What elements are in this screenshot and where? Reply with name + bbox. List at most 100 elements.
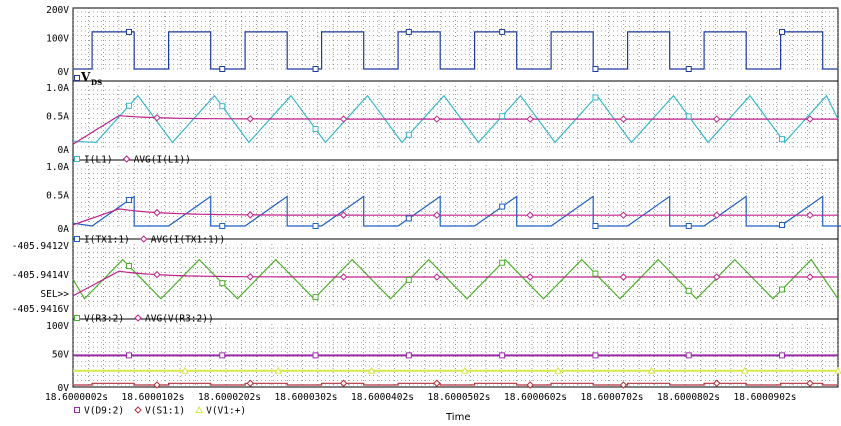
trace-marker	[806, 273, 814, 281]
y-tick-label: -405.9412V	[12, 241, 69, 252]
trace-marker	[592, 94, 599, 101]
trace-marker	[367, 366, 376, 374]
legend-label: AVG(I(L1))	[134, 155, 191, 166]
trace-marker	[125, 352, 132, 359]
legend-marker	[74, 236, 80, 242]
trace-marker	[526, 381, 534, 389]
trace-marker	[153, 270, 161, 279]
trace-marker	[713, 115, 721, 123]
trace-marker	[125, 102, 132, 109]
trace-marker	[592, 352, 599, 359]
trace-marker	[433, 273, 441, 281]
y-tick-label: 0.5A	[46, 191, 69, 202]
y-tick-label: 0A	[58, 145, 70, 156]
trace-marker	[806, 115, 814, 123]
y-tick-label: 0V	[58, 383, 70, 394]
x-tick-label: 18.6000302s	[275, 392, 338, 403]
vds-annotation-subscript: DS	[91, 78, 102, 87]
x-tick-label: 18.6000702s	[581, 392, 644, 403]
legend-marker	[74, 75, 80, 81]
y-tick-label: 0V	[58, 67, 70, 78]
trace-marker	[592, 223, 599, 229]
trace-marker	[834, 366, 841, 374]
trace-marker	[153, 208, 161, 217]
legend-marker	[195, 405, 203, 413]
y-tick-label: -405.9416V	[12, 304, 69, 315]
trace-marker	[685, 113, 692, 120]
trace-marker	[685, 223, 692, 229]
trace-marker	[125, 197, 132, 204]
legend-marker	[74, 407, 80, 413]
x-axis-title: Time	[445, 412, 470, 423]
legend-label: V(D9:2)	[84, 406, 124, 417]
x-tick-label: 18.6000002s	[45, 392, 108, 403]
trace-marker	[219, 352, 226, 359]
trace-marker	[339, 273, 348, 281]
legend-marker	[122, 155, 131, 163]
x-tick-label: 18.6000602s	[504, 392, 567, 403]
trace-marker	[219, 223, 226, 229]
trace-marker	[405, 215, 412, 222]
trace-marker	[246, 211, 254, 219]
trace-marker	[779, 352, 786, 359]
legend-label: V(V1:+)	[206, 406, 246, 417]
trace-marker	[619, 115, 628, 123]
trace-marker	[433, 115, 441, 123]
legend-marker	[74, 156, 80, 162]
trace-marker	[312, 66, 319, 72]
trace-marker	[339, 379, 348, 387]
y-tick-label: -405.9414V	[12, 270, 69, 281]
trace-marker	[219, 103, 226, 110]
trace-marker	[181, 366, 189, 374]
trace-avg-i-tx1-1-	[72, 208, 838, 226]
y-tick-label: 100V	[46, 34, 69, 45]
legend-label: AVG(V(R3:2))	[145, 314, 214, 325]
trace-marker	[526, 211, 534, 219]
y-tick-label: 0A	[58, 224, 70, 235]
trace-avg-i-l1-	[72, 115, 838, 145]
sel-marker-label: SEL>>	[40, 289, 69, 300]
x-tick-label: 18.6000202s	[198, 392, 261, 403]
y-tick-label: 100V	[46, 321, 69, 332]
trace-marker	[499, 28, 506, 35]
x-tick-label: 18.6000402s	[351, 392, 414, 403]
trace-v-ds	[73, 31, 838, 70]
trace-marker	[685, 66, 692, 72]
trace-marker	[526, 273, 534, 281]
y-tick-label: 50V	[52, 350, 69, 361]
legend-label: V(S1:1)	[145, 406, 185, 417]
trace-marker	[219, 280, 226, 287]
trace-marker	[219, 66, 226, 72]
x-tick-label: 18.6000802s	[657, 392, 720, 403]
legend-label: AVG(I(TX1:1))	[151, 235, 225, 246]
trace-marker	[779, 222, 786, 229]
legend-label: V(R3:2)	[84, 314, 124, 325]
trace-marker	[312, 126, 319, 133]
trace-marker	[647, 366, 656, 374]
trace-marker	[246, 379, 254, 387]
trace-marker	[433, 211, 441, 219]
trace-marker	[779, 28, 786, 35]
legend-marker	[140, 235, 148, 243]
trace-marker	[339, 211, 348, 219]
trace-marker	[685, 287, 692, 294]
x-tick-label: 18.6000502s	[428, 392, 491, 403]
legend-marker	[134, 314, 142, 322]
trace-marker	[433, 379, 441, 387]
trace-v-s1-1-	[73, 382, 838, 386]
trace-marker	[312, 223, 319, 229]
trace-marker	[405, 352, 412, 359]
y-tick-label: 0.5A	[46, 112, 69, 123]
trace-marker	[125, 28, 132, 35]
trace-marker	[246, 273, 254, 281]
trace-marker	[312, 352, 319, 359]
trace-marker	[713, 273, 721, 281]
trace-marker	[713, 379, 721, 387]
trace-marker	[740, 366, 749, 374]
trace-marker	[499, 113, 506, 120]
trace-marker	[685, 352, 692, 359]
trace-marker	[499, 259, 506, 266]
trace-avg-v-r3-2-	[72, 270, 838, 297]
trace-marker	[499, 203, 506, 210]
